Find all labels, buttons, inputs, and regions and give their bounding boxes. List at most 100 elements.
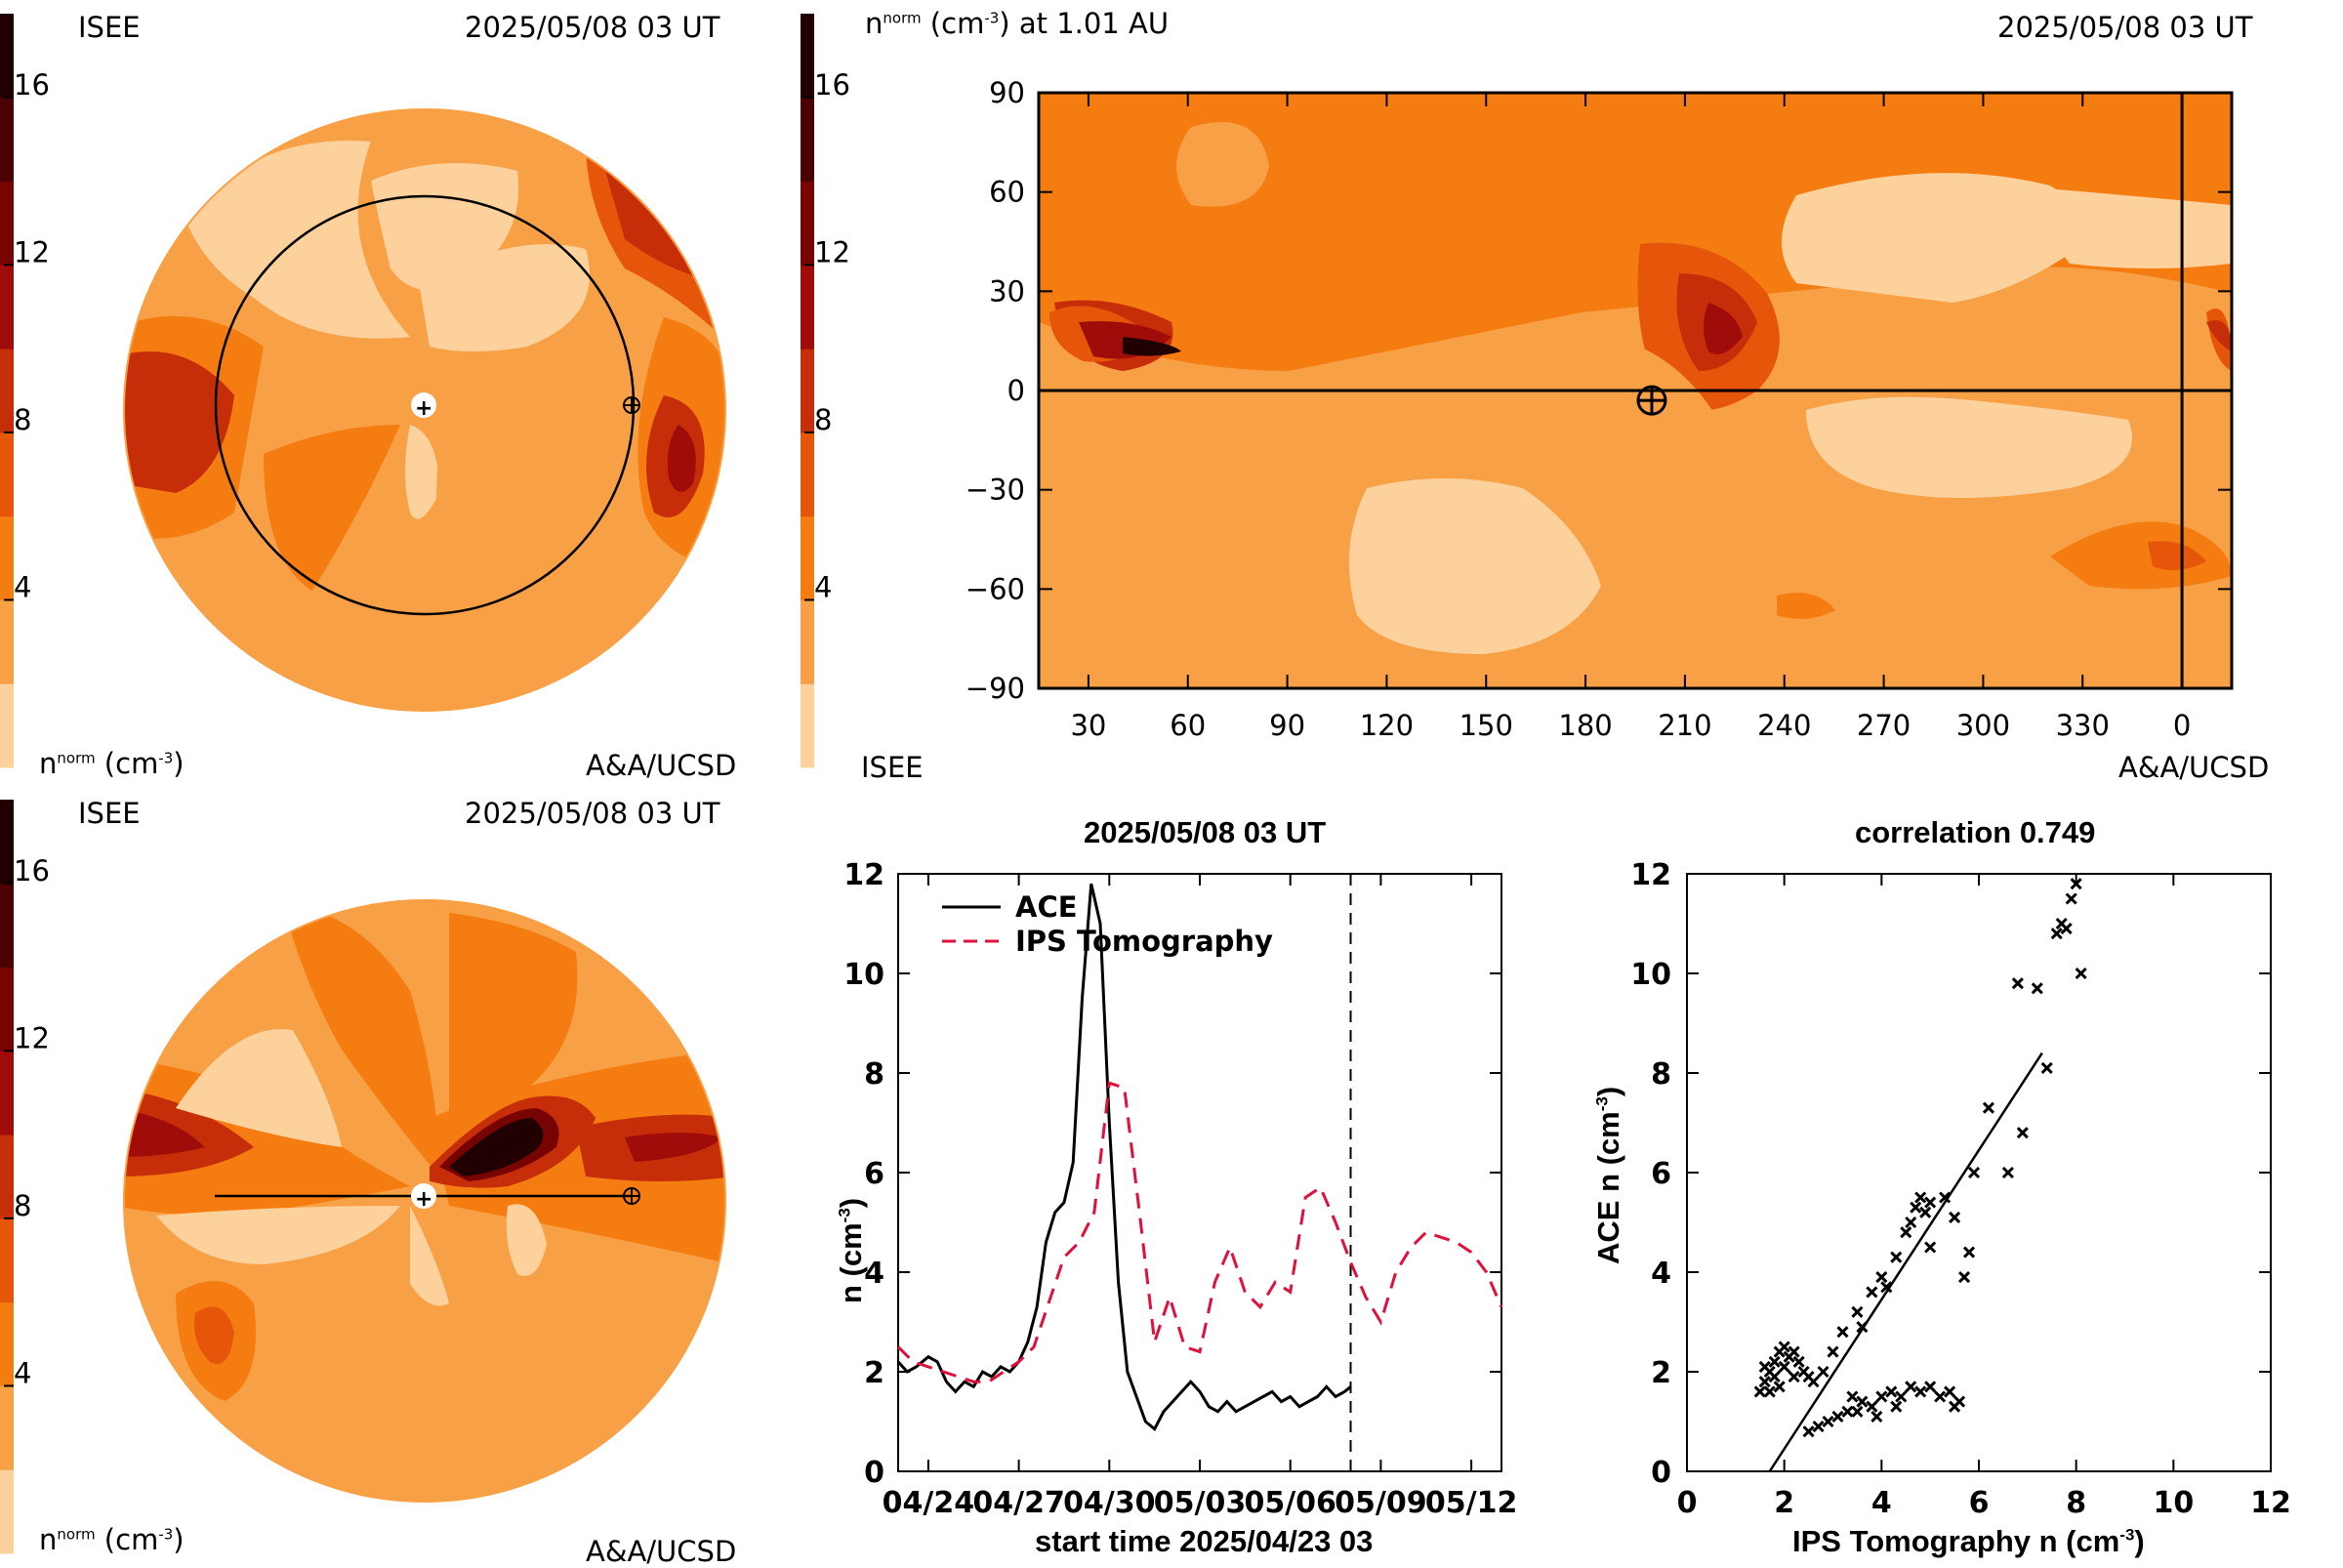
colorbar-top-left: 16 12 8 4 <box>0 14 50 768</box>
x-tick-label: 0 <box>2173 709 2191 742</box>
colorbar-top-right: 16 12 8 4 <box>801 14 850 768</box>
scatter-point <box>1836 1326 1849 1339</box>
y-tick-label: 0 <box>864 1456 884 1490</box>
scatter-point <box>1851 1305 1864 1318</box>
colorbar-tick-label: 4 <box>14 1356 31 1389</box>
station-label: ISEE <box>78 797 141 830</box>
colorbar-band <box>801 349 814 433</box>
colorbar-band <box>0 599 14 684</box>
polar-density-map: + <box>123 899 726 1503</box>
scatter-point <box>1924 1241 1937 1254</box>
scatter-point <box>1924 1196 1937 1209</box>
colorbar-tick-label: 8 <box>14 1189 31 1222</box>
scatter-point <box>1875 1271 1888 1284</box>
y-tick-label: 8 <box>1651 1057 1671 1092</box>
y-tick-label: 6 <box>1651 1157 1671 1191</box>
y-tick-label: 2 <box>1651 1356 1671 1390</box>
colorbar-band <box>0 683 14 768</box>
x-tick-label: 2 <box>1774 1486 1794 1520</box>
scatter-point <box>1885 1385 1898 1398</box>
scatter-point <box>2065 892 2077 905</box>
scatter-point <box>1846 1390 1859 1403</box>
y-tick-label: 2 <box>864 1356 884 1390</box>
x-tick-label: 30 <box>1070 709 1106 742</box>
svg-text:+: + <box>415 396 432 421</box>
x-tick-label: 6 <box>1969 1486 1990 1520</box>
scatter-point <box>1982 1101 1995 1114</box>
colorbar-tick-label: 12 <box>814 235 850 268</box>
scatter-point <box>2040 1061 2053 1074</box>
colorbar-tick-label: 8 <box>14 403 31 436</box>
colorbar-band <box>0 883 14 969</box>
scatter-point <box>1758 1376 1771 1388</box>
scatter-point <box>1778 1360 1790 1373</box>
scatter-point <box>1831 1410 1844 1423</box>
scatter-point <box>1924 1381 1937 1393</box>
scatter-point <box>1866 1286 1878 1299</box>
colorbar-band <box>0 181 14 266</box>
x-tick-label: 8 <box>2066 1486 2086 1520</box>
colorbar-bottom-left: 16 12 8 4 <box>0 800 50 1554</box>
y-tick-label: −30 <box>966 474 1025 507</box>
y-tick-label: 10 <box>1630 958 1671 992</box>
scatter-point <box>1778 1341 1790 1353</box>
y-tick-label: 12 <box>843 858 884 892</box>
colorbar-tick-label: 16 <box>14 854 50 887</box>
timestamp-label: 2025/05/08 03 UT <box>465 797 720 830</box>
station-label: ISEE <box>861 751 924 784</box>
x-tick-label: 330 <box>2056 709 2110 742</box>
x-tick-label: 10 <box>2153 1486 2194 1520</box>
colorbar-band <box>0 800 14 885</box>
scatter-point <box>1962 1246 1976 1259</box>
x-tick-label: 12 <box>2250 1486 2291 1520</box>
y-tick-label: 12 <box>1630 858 1671 892</box>
x-tick-label: 05/03 <box>1154 1486 1246 1520</box>
colorbar-band <box>801 14 814 99</box>
scatter-panel: correlation 0.749 0 2 4 6 8 10 12 0 2 4 6 8 10 12 IPS… <box>1562 786 2343 1562</box>
colorbar-tick-label: 16 <box>14 68 50 102</box>
timeseries-chart: 0 2 4 6 8 10 12 04/2404/2704/3005/0305/0605/090… <box>843 858 1517 1520</box>
legend-label-ace: ACE <box>1015 890 1078 924</box>
scatter-point <box>1944 1385 1956 1398</box>
scatter-point <box>1875 1390 1888 1403</box>
unit-label: nnorm (cm-3) <box>39 747 185 780</box>
y-tick-label: −90 <box>966 672 1025 705</box>
colorbar-band <box>0 1051 14 1135</box>
scatter-point <box>1788 1345 1800 1358</box>
scatter-point <box>2055 917 2068 930</box>
colorbar-band <box>0 1469 14 1554</box>
scatter-point <box>1880 1281 1893 1294</box>
station-label: ISEE <box>78 11 141 44</box>
scatter-point <box>1817 1365 1829 1379</box>
x-tick-label: 04/24 <box>883 1486 974 1520</box>
unit-label: nnorm (cm-3) <box>39 1523 185 1556</box>
y-tick-label: 90 <box>989 76 1025 109</box>
x-tick-label: 05/09 <box>1335 1486 1426 1520</box>
scatter-point <box>1870 1410 1883 1423</box>
colorbar-band <box>801 432 814 517</box>
legend-label-ips: IPS Tomography <box>1015 925 1273 958</box>
scatter-point <box>1841 1405 1854 1418</box>
x-tick-label: 4 <box>1871 1486 1892 1520</box>
synoptic-title: nnorm (cm-3) at 1.01 AU <box>865 7 1170 40</box>
timeseries-ylabel: n (cm-3) <box>834 1197 868 1303</box>
x-tick-label: 05/12 <box>1425 1486 1517 1520</box>
colorbar-band <box>801 516 814 600</box>
polar-top-panel: 16 12 8 4 ISEE 2025/05/08 03 UT + nnorm <box>0 0 801 791</box>
colorbar-tick-label: 8 <box>814 403 832 436</box>
scatter-point <box>1905 1381 1917 1393</box>
scatter-ylabel: ACE n (cm-3) <box>1591 1086 1625 1264</box>
x-tick-label: 180 <box>1558 709 1612 742</box>
scatter-point <box>2070 878 2082 890</box>
x-tick-label: 150 <box>1459 709 1513 742</box>
colorbar-tick-label: 12 <box>14 235 50 268</box>
colorbar-band <box>0 97 14 183</box>
timestamp-label: 2025/05/08 03 UT <box>1997 11 2253 44</box>
y-tick-label: 30 <box>989 274 1025 308</box>
scatter-point <box>1758 1360 1771 1373</box>
colorbar-band <box>0 1217 14 1303</box>
scatter-point <box>1905 1216 1917 1229</box>
x-tick-label: 240 <box>1757 709 1811 742</box>
scatter-point <box>1895 1390 1908 1403</box>
